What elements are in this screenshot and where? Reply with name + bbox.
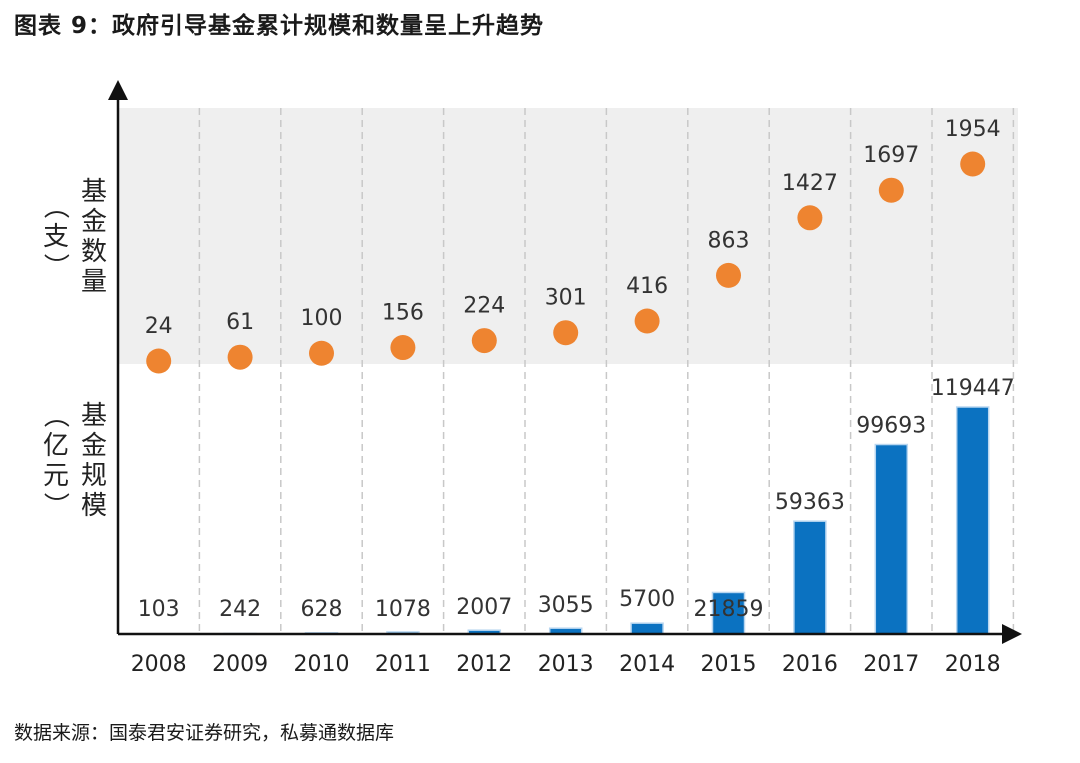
count-label: 1427 <box>782 171 838 196</box>
count-dots <box>146 151 986 374</box>
x-tick-label: 2011 <box>375 652 431 677</box>
count-label: 100 <box>301 306 343 331</box>
x-tick-label: 2015 <box>701 652 757 677</box>
x-tick-label: 2008 <box>131 652 187 677</box>
size-bar <box>955 406 990 635</box>
x-tick-label: 2017 <box>863 652 919 677</box>
size-label: 3055 <box>538 593 594 618</box>
y-label-char: 亿 <box>43 431 69 461</box>
size-bar <box>630 622 664 635</box>
count-label: 1954 <box>945 117 1001 142</box>
y-label-char: ） <box>40 253 70 279</box>
y-label-char: （ <box>40 402 70 428</box>
count-dot <box>146 348 172 374</box>
count-label: 61 <box>226 310 254 335</box>
count-dot <box>553 320 579 346</box>
y-label-char: 规 <box>81 461 107 491</box>
size-bar <box>711 591 746 635</box>
source-note: 数据来源：国泰君安证券研究，私募通数据库 <box>14 722 395 744</box>
count-label: 416 <box>626 274 668 299</box>
x-tick-label: 2013 <box>538 652 594 677</box>
x-tick-label: 2016 <box>782 652 838 677</box>
chart: 103 24 242 61 628 100 1078 156 2007 224 3055 301 570… <box>40 80 1022 677</box>
x-tick-label: 2014 <box>619 652 675 677</box>
count-dot <box>797 205 823 231</box>
x-tick-labels: 2008 2009 2010 2011 2012 2013 2014 2015 2016 2017… <box>131 652 1001 677</box>
y-label-char: 支 <box>43 222 69 252</box>
size-label: 5700 <box>619 587 675 612</box>
count-label: 1697 <box>863 143 919 168</box>
count-label: 863 <box>708 228 750 253</box>
count-dot <box>960 151 986 177</box>
count-label: 224 <box>463 294 505 319</box>
y-label-char: 元 <box>43 461 69 491</box>
y-label-char: 金 <box>81 207 107 237</box>
count-dot <box>716 262 741 288</box>
count-dot <box>227 344 253 370</box>
y-label-char: 基 <box>81 177 107 207</box>
size-label: 2007 <box>456 595 512 620</box>
size-label: 119447 <box>931 376 1015 401</box>
count-label: 24 <box>145 314 173 339</box>
size-label: 1078 <box>375 597 431 622</box>
y-label-char: 数 <box>81 237 107 267</box>
y-label-char: 金 <box>81 431 107 461</box>
size-label: 242 <box>219 597 261 622</box>
x-tick-label: 2009 <box>212 652 268 677</box>
size-label: 21859 <box>694 597 764 622</box>
x-tick-label: 2012 <box>456 652 512 677</box>
chart-title: 图表 9：政府引导基金累计规模和数量呈上升趋势 <box>14 13 545 39</box>
size-label: 103 <box>138 597 180 622</box>
count-dot <box>390 335 416 361</box>
count-dot <box>471 328 497 354</box>
count-dot <box>634 308 660 334</box>
size-bar <box>874 443 909 635</box>
x-tick-label: 2010 <box>294 652 350 677</box>
size-label: 59363 <box>775 490 845 515</box>
size-label: 628 <box>301 597 343 622</box>
data-labels: 103 24 242 61 628 100 1078 156 2007 224 3055 301 570… <box>138 117 1015 622</box>
size-label: 99693 <box>856 414 926 439</box>
x-tick-label: 2018 <box>945 652 1001 677</box>
count-label: 301 <box>545 286 587 311</box>
y-label-char: （ <box>40 193 70 219</box>
gridlines <box>198 108 1015 634</box>
y-label-char: ） <box>40 492 70 518</box>
count-dot <box>309 340 334 366</box>
y-label-char: 基 <box>81 401 107 431</box>
y-label-char: 量 <box>81 267 107 297</box>
count-label: 156 <box>382 301 424 326</box>
y-label-char: 模 <box>81 491 107 521</box>
count-dot <box>878 177 904 203</box>
size-bar <box>793 520 827 635</box>
